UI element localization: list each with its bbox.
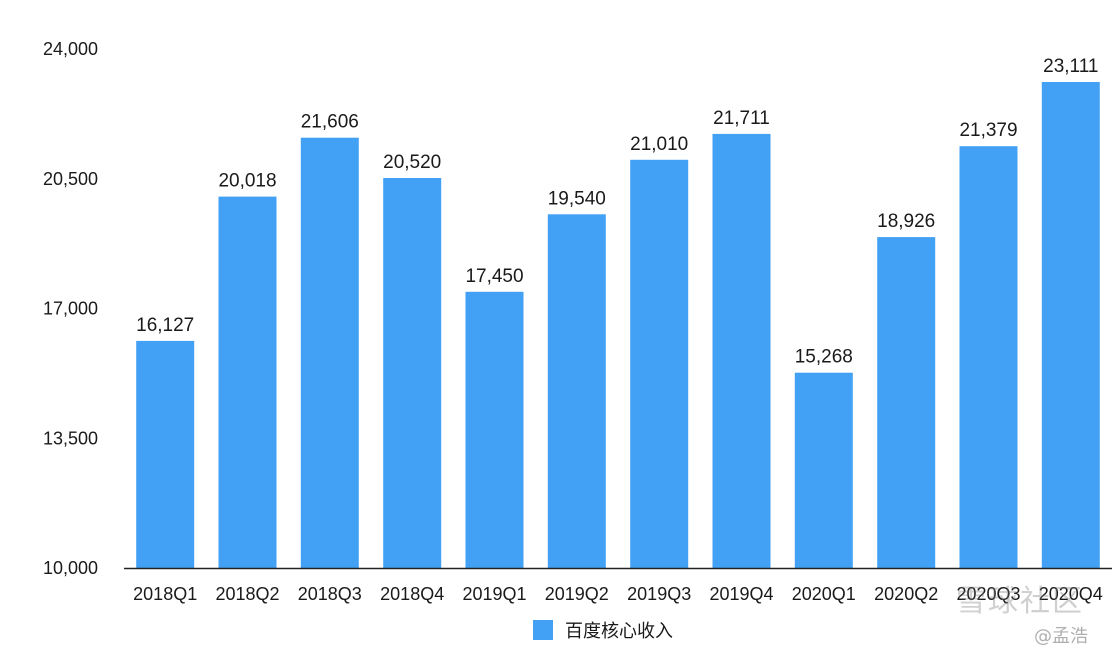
y-tick-label: 10,000 xyxy=(43,558,98,578)
y-axis: 10,000 13,500 17,000 20,500 24,000 xyxy=(43,39,98,578)
legend-label: 百度核心收入 xyxy=(565,621,673,641)
bar xyxy=(630,159,689,569)
bar xyxy=(547,214,606,569)
data-label: 23,111 xyxy=(1043,56,1098,77)
bar xyxy=(794,372,853,568)
data-label: 15,268 xyxy=(795,347,853,368)
y-tick-label: 24,000 xyxy=(43,39,98,59)
x-tick-label: 2019Q3 xyxy=(627,584,691,604)
y-tick-label: 13,500 xyxy=(43,428,98,448)
data-label: 20,018 xyxy=(218,171,276,192)
x-tick-label: 2019Q4 xyxy=(709,584,773,604)
data-label: 16,127 xyxy=(136,315,194,336)
x-tick-label: 2020Q4 xyxy=(1039,584,1103,604)
y-tick-label: 17,000 xyxy=(43,299,98,319)
x-tick-label: 2018Q4 xyxy=(380,584,444,604)
x-tick-label: 2018Q1 xyxy=(133,584,197,604)
x-axis: 2018Q1 2018Q2 2018Q3 2018Q4 2019Q1 2019Q2 2019… xyxy=(124,567,1112,604)
bar xyxy=(1041,82,1100,568)
x-tick-label: 2019Q1 xyxy=(462,584,526,604)
x-tick-label: 2020Q3 xyxy=(956,584,1020,604)
x-tick-label: 2018Q2 xyxy=(215,584,279,604)
legend: 百度核心收入 xyxy=(533,620,673,641)
y-tick-label: 20,500 xyxy=(43,169,98,189)
data-label: 20,520 xyxy=(383,152,441,173)
bar xyxy=(136,340,195,568)
bar xyxy=(877,237,936,568)
watermark-community: 雪球社区 xyxy=(956,584,1084,619)
bar xyxy=(959,146,1018,568)
data-label: 17,450 xyxy=(465,266,523,287)
x-tick-label: 2018Q3 xyxy=(298,584,362,604)
bars xyxy=(136,82,1100,569)
data-label: 19,540 xyxy=(548,188,606,209)
data-label: 18,926 xyxy=(877,211,935,232)
bar xyxy=(300,137,359,568)
x-tick-label: 2020Q2 xyxy=(874,584,938,604)
bar xyxy=(383,178,442,568)
legend-swatch xyxy=(533,620,553,640)
data-label: 21,711 xyxy=(713,108,770,129)
data-label: 21,606 xyxy=(301,112,359,133)
data-label: 21,010 xyxy=(630,134,688,155)
data-label: 21,379 xyxy=(959,120,1017,141)
bar xyxy=(218,196,277,568)
watermark-author: @孟浩 xyxy=(1034,626,1088,647)
bar xyxy=(712,133,771,568)
x-tick-label: 2020Q1 xyxy=(792,584,856,604)
x-tick-label: 2019Q2 xyxy=(545,584,609,604)
bar xyxy=(465,291,524,568)
data-labels: 16,127 20,018 21,606 20,520 17,450 19,540 21,0… xyxy=(136,56,1098,368)
